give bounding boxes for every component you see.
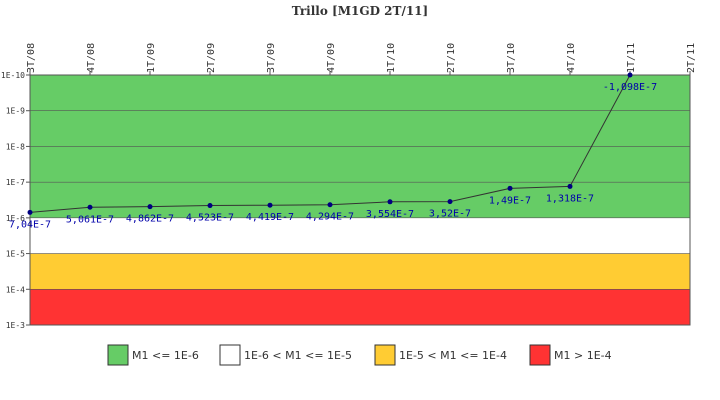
data-point xyxy=(27,209,33,215)
value-label: 4,862E-7 xyxy=(126,214,174,225)
value-label: 4,294E-7 xyxy=(306,212,354,223)
legend-label: 1E-5 < M1 <= 1E-4 xyxy=(399,349,507,362)
data-point xyxy=(507,185,513,191)
band xyxy=(30,253,690,290)
x-tick-label: 2T/09 xyxy=(206,43,217,73)
y-tick-label: 1E-9 xyxy=(6,107,25,116)
chart-title: Trillo [M1GD 2T/11] xyxy=(292,4,428,18)
x-tick-label: 4T/09 xyxy=(326,43,337,73)
y-tick-label: 1E-8 xyxy=(6,142,25,151)
legend-label: 1E-6 < M1 <= 1E-5 xyxy=(244,349,352,362)
y-tick-label: 1E-4 xyxy=(6,285,25,294)
y-tick-label: 1E-10 xyxy=(1,71,25,80)
value-label: 1,318E-7 xyxy=(546,193,594,204)
value-label: 5,061E-7 xyxy=(66,214,114,225)
x-tick-label: 3T/09 xyxy=(266,43,277,73)
x-tick-label: 4T/10 xyxy=(566,43,577,73)
value-label: 4,419E-7 xyxy=(246,212,294,223)
data-point xyxy=(87,204,93,210)
legend-swatch xyxy=(107,344,129,366)
value-label: 1,49E-7 xyxy=(489,195,531,206)
x-tick-label: 1T/09 xyxy=(146,43,157,73)
x-tick-label: 2T/11 xyxy=(686,43,697,73)
legend-label: M1 <= 1E-6 xyxy=(132,349,199,362)
y-tick-label: 1E-6 xyxy=(6,214,25,223)
data-point xyxy=(147,204,153,210)
x-tick-label: 3T/08 xyxy=(26,43,37,73)
band xyxy=(30,289,690,325)
x-tick-label: 4T/08 xyxy=(86,43,97,73)
value-label: 7,04E-7 xyxy=(9,219,51,230)
data-point xyxy=(207,203,213,209)
x-tick-label: 1T/11 xyxy=(626,43,637,73)
value-label: -1,098E-7 xyxy=(603,82,657,93)
legend-swatch xyxy=(219,344,241,366)
legend-label: M1 > 1E-4 xyxy=(554,349,612,362)
x-tick-label: 1T/10 xyxy=(386,43,397,73)
legend-swatch xyxy=(374,344,396,366)
data-point xyxy=(267,202,273,208)
y-tick-label: 1E-5 xyxy=(6,250,25,259)
band xyxy=(30,217,690,254)
value-label: 4,523E-7 xyxy=(186,213,234,224)
data-point xyxy=(327,202,333,208)
y-tick-label: 1E-3 xyxy=(6,321,25,330)
data-point xyxy=(627,72,633,78)
value-label: 3,52E-7 xyxy=(429,209,471,220)
value-label: 3,554E-7 xyxy=(366,209,414,220)
y-tick-label: 1E-7 xyxy=(6,178,25,187)
data-point xyxy=(447,199,453,205)
legend-swatch xyxy=(529,344,551,366)
data-point xyxy=(567,183,573,189)
data-point xyxy=(387,199,393,205)
x-tick-label: 2T/10 xyxy=(446,43,457,73)
x-tick-label: 3T/10 xyxy=(506,43,517,73)
